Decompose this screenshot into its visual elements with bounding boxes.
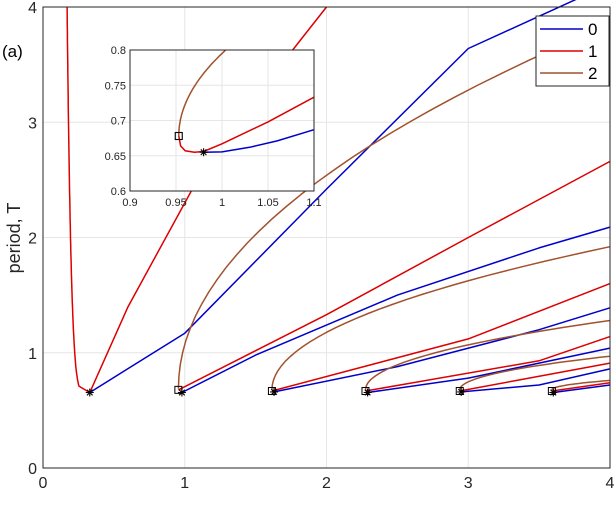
y-tick-label: 2	[28, 231, 37, 248]
inset-y-tick-label: 0.8	[111, 45, 126, 57]
panel-label: (a)	[2, 42, 23, 61]
curve-brown-5	[551, 379, 611, 391]
curve-blue-1	[181, 226, 611, 394]
curve-red-1	[178, 160, 611, 391]
inset-border	[129, 49, 315, 192]
inset-x-tick-label: 0.95	[165, 197, 186, 209]
inset-x-tick-label: 1.1	[306, 197, 321, 209]
curve-red-4	[459, 362, 611, 392]
legend-label-1: 1	[588, 42, 597, 61]
star-marker	[457, 387, 466, 396]
inset-x-tick-label: 1.05	[257, 197, 278, 209]
curve-blue-left	[89, 0, 577, 394]
inset-star-marker	[199, 148, 208, 157]
curve-brown-4	[458, 355, 611, 391]
star-marker	[270, 387, 279, 396]
y-tick-label: 1	[28, 346, 37, 363]
inset-square-marker	[174, 131, 183, 141]
y-axis-label: period, T	[4, 203, 24, 274]
inset-y-tick-label: 0.7	[111, 116, 126, 128]
curve-red-2	[271, 282, 611, 392]
y-tick-label: 0	[28, 461, 37, 478]
x-tick-label: 2	[322, 475, 331, 492]
curve-brown-3	[364, 319, 611, 390]
inset-x-tick-label: 0.9	[122, 197, 137, 209]
inset-curve-brown	[178, 49, 227, 136]
x-tick-label: 1	[180, 475, 189, 492]
curve-blue-3	[367, 347, 611, 394]
star-marker	[549, 388, 558, 397]
x-tick-label: 4	[606, 475, 615, 492]
inset-x-tick-label: 1	[219, 197, 225, 209]
curve-blue-2	[273, 307, 611, 393]
curve-brown-1	[177, 23, 611, 389]
x-tick-label: 0	[39, 475, 48, 492]
x-tick-label: 3	[464, 475, 473, 492]
star-marker	[363, 388, 372, 397]
curve-brown-2	[271, 245, 611, 390]
curve-red-3	[365, 335, 611, 392]
inset-curve-red	[178, 96, 315, 153]
inset-chart: 0.9 0.95 1 1.05 1.1 0.6 0.65 0.7 0.75 0.8	[105, 45, 322, 209]
square-marker	[455, 387, 464, 396]
legend-label-2: 2	[588, 64, 597, 83]
y-tick-label: 4	[28, 0, 37, 17]
markers	[85, 385, 558, 397]
curve-blue-4	[461, 368, 611, 393]
y-tick-label: 3	[28, 115, 37, 132]
curve-red-5	[551, 381, 611, 392]
plot-frame	[42, 6, 611, 469]
inset-tick-labels: 0.9 0.95 1 1.05 1.1 0.6 0.65 0.7 0.75 0.8	[105, 45, 322, 209]
legend: 0 1 2	[535, 15, 610, 87]
curve-blue-5	[553, 384, 611, 394]
legend-label-0: 0	[588, 20, 597, 39]
inset-y-tick-label: 0.75	[105, 80, 126, 92]
grid-lines	[42, 6, 611, 469]
star-marker	[177, 388, 186, 397]
inset-y-tick-label: 0.65	[105, 151, 126, 163]
curve-red-left-descending	[66, 6, 91, 394]
curves	[66, 0, 611, 394]
star-marker	[85, 388, 94, 397]
inset-curves	[174, 49, 315, 157]
tick-labels: 0 1 2 3 4 0 1 2 3 4	[28, 0, 614, 492]
inset-y-tick-label: 0.6	[111, 186, 126, 198]
inset-curve-blue	[203, 128, 315, 153]
